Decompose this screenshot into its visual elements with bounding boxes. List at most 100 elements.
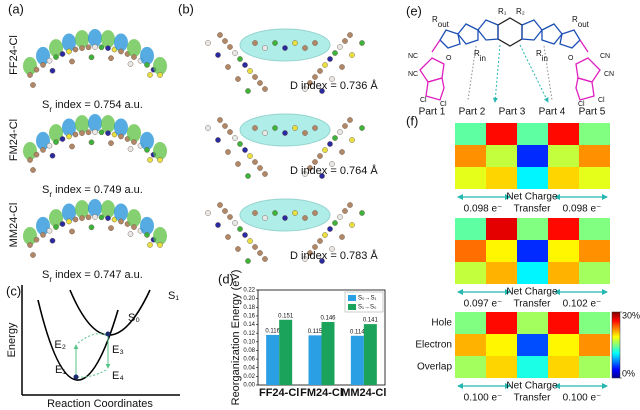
y-tick-label: 0.20 bbox=[243, 296, 255, 302]
atom bbox=[337, 129, 343, 135]
atom bbox=[144, 232, 150, 238]
atom bbox=[46, 57, 53, 64]
atom bbox=[33, 151, 40, 158]
atom-label: NC bbox=[408, 71, 418, 78]
atom bbox=[30, 252, 36, 258]
part-label: Part 2 bbox=[459, 107, 486, 118]
orbital-lobe bbox=[153, 142, 167, 160]
atom bbox=[349, 52, 355, 58]
orbital-lobe bbox=[140, 216, 154, 235]
heatmap-cell bbox=[579, 240, 610, 262]
atom bbox=[342, 123, 348, 129]
atom bbox=[227, 44, 233, 50]
atom bbox=[359, 210, 365, 216]
sr-index-text: index = 0.747 a.u. bbox=[52, 269, 143, 281]
atom bbox=[30, 167, 36, 173]
y-tick-label: 0.16 bbox=[243, 313, 255, 319]
legend-swatch bbox=[348, 304, 356, 310]
atom bbox=[40, 62, 46, 68]
y-axis-label: Energy bbox=[6, 322, 18, 357]
substituent-sub: in bbox=[480, 54, 486, 63]
atom bbox=[105, 215, 111, 221]
value-label: 0.116 bbox=[265, 328, 280, 334]
atom bbox=[262, 86, 268, 92]
atom bbox=[232, 50, 238, 56]
row-label: Overlap bbox=[417, 362, 452, 373]
heatmap-cell bbox=[579, 312, 610, 334]
atom bbox=[337, 214, 343, 220]
atom bbox=[235, 76, 241, 82]
atom bbox=[252, 210, 258, 216]
atom bbox=[127, 231, 134, 237]
atom bbox=[302, 215, 308, 221]
atom bbox=[247, 68, 253, 74]
row-label: Electron bbox=[415, 340, 452, 351]
atom bbox=[217, 202, 223, 208]
heatmap-cell bbox=[548, 334, 579, 356]
atom bbox=[33, 236, 40, 243]
atom bbox=[227, 214, 233, 220]
atom bbox=[329, 76, 335, 82]
atom bbox=[242, 62, 248, 68]
atom bbox=[282, 45, 288, 51]
heatmap-cell bbox=[548, 240, 579, 262]
atom bbox=[69, 228, 75, 235]
molecule-name: FF24-Cl bbox=[8, 35, 20, 75]
d-index: D index = 0.736 Å bbox=[290, 79, 378, 92]
heatmap-cell bbox=[517, 356, 548, 378]
bar bbox=[350, 335, 364, 385]
heatmap-cell bbox=[517, 123, 548, 145]
heatmap-cell bbox=[579, 262, 610, 284]
heatmap-cell bbox=[455, 218, 486, 240]
atom bbox=[205, 210, 211, 216]
orbital-lobe bbox=[75, 115, 89, 134]
atom bbox=[222, 38, 228, 44]
value-label: 0.115 bbox=[308, 329, 323, 335]
heatmap-cell bbox=[548, 218, 579, 240]
orbital-lobe bbox=[36, 131, 50, 150]
atom bbox=[322, 147, 328, 153]
atom bbox=[79, 215, 85, 221]
heatmap-cell bbox=[455, 145, 486, 167]
heatmap-cell bbox=[486, 218, 517, 240]
transfer-label: Net Charge bbox=[506, 381, 558, 392]
atom bbox=[245, 88, 251, 94]
heatmap-cell bbox=[517, 218, 548, 240]
heatmap-cell bbox=[517, 145, 548, 167]
charge-value: 0.100 e⁻ bbox=[464, 393, 503, 404]
atom bbox=[339, 64, 345, 70]
atom bbox=[222, 123, 228, 129]
orbital-lobe bbox=[101, 200, 115, 219]
heatmap-cell bbox=[455, 334, 486, 356]
heatmap-cell bbox=[486, 312, 517, 334]
point bbox=[105, 331, 111, 337]
sr-index-sub: r bbox=[49, 275, 52, 284]
atom bbox=[69, 58, 75, 65]
atom bbox=[317, 153, 323, 159]
heatmap-cell bbox=[455, 240, 486, 262]
heatmap-cell bbox=[517, 240, 548, 262]
atom bbox=[98, 44, 105, 51]
orbital-lobe bbox=[114, 203, 128, 222]
atom bbox=[257, 80, 263, 86]
atom bbox=[85, 44, 92, 51]
atom bbox=[59, 51, 66, 57]
atom bbox=[292, 210, 298, 216]
atom bbox=[242, 147, 248, 153]
heatmap-cell bbox=[548, 262, 579, 284]
substituent-sub: in bbox=[542, 54, 548, 63]
transfer-label: Net Charge bbox=[506, 192, 558, 203]
atom bbox=[131, 224, 137, 230]
atom bbox=[205, 40, 211, 46]
charge-value: 0.098 e⁻ bbox=[563, 204, 602, 215]
heatmap-cell bbox=[517, 312, 548, 334]
s0-curve bbox=[37, 299, 119, 381]
atom bbox=[359, 40, 365, 46]
heatmap-cell bbox=[579, 356, 610, 378]
bar bbox=[266, 334, 280, 385]
energy-label: E₄ bbox=[112, 370, 124, 382]
atom-label: Cl bbox=[578, 101, 585, 108]
d-index: D index = 0.764 Å bbox=[290, 164, 378, 177]
substituent-base: R bbox=[536, 49, 542, 58]
